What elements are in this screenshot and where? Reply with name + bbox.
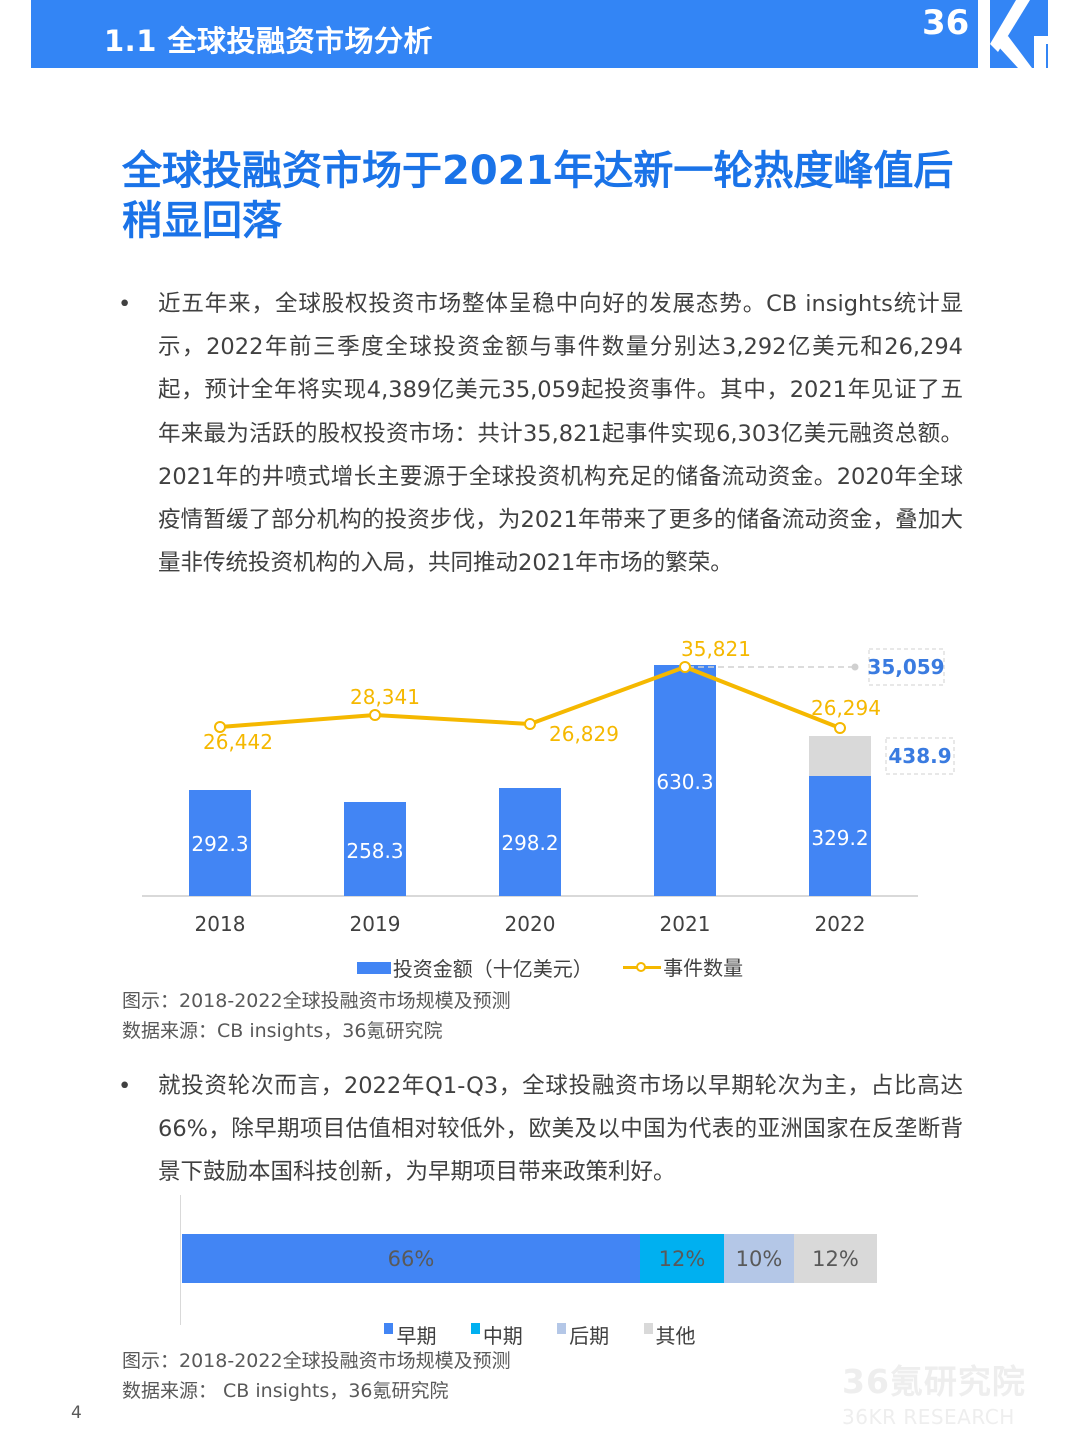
legend-item-early: 早期 <box>384 1320 436 1349</box>
legend-item-late: 后期 <box>557 1320 609 1349</box>
bar-2020 <box>499 788 561 896</box>
square-swatch-icon <box>470 1323 480 1334</box>
svg-text:292.3: 292.3 <box>191 832 248 856</box>
legend-item-events: 事件数量 <box>623 952 743 981</box>
svg-text:26,442: 26,442 <box>203 730 273 754</box>
watermark-en: 36KR RESEARCH <box>842 1405 1015 1429</box>
svg-text:2019: 2019 <box>350 912 401 936</box>
36kr-logo: 36 <box>922 0 1048 68</box>
bar-2022 <box>809 776 871 896</box>
page-title: 全球投融资市场于2021年达新一轮热度峰值后 稍显回落 <box>122 146 982 246</box>
chart1-caption: 图示：2018-2022全球投融资市场规模及预测 数据来源：CB insight… <box>122 986 511 1046</box>
legend-item-mid: 中期 <box>470 1320 523 1349</box>
figure-caption: 图示：2018-2022全球投融资市场规模及预测 <box>122 1350 511 1372</box>
events-point-2021 <box>679 661 691 673</box>
svg-text:35,059: 35,059 <box>867 655 944 679</box>
round-distribution-chart: 66% 12% 10% 12% 早期 中期 后期 其他 <box>180 1195 900 1348</box>
forecast-amount-callout <box>885 737 955 775</box>
chart-legend: 投资金额（十亿美元） 事件数量 <box>140 952 960 982</box>
events-point-2022 <box>834 722 846 734</box>
square-swatch-icon <box>557 1323 567 1334</box>
square-swatch-icon <box>643 1323 653 1334</box>
page-title-line-2: 稍显回落 <box>122 198 282 244</box>
bullet-marker: • <box>118 291 132 317</box>
bullet-paragraph-1: • 近五年来，全球股权投资市场整体呈稳中向好的发展态势。CB insights统… <box>118 283 963 585</box>
chart2-caption: 图示：2018-2022全球投融资市场规模及预测 数据来源： CB insigh… <box>122 1346 511 1406</box>
svg-text:298.2: 298.2 <box>501 831 558 855</box>
line-marker-swatch-icon <box>623 960 662 974</box>
bar-2019 <box>344 802 406 896</box>
legend-item-other: 其他 <box>643 1320 696 1349</box>
square-swatch-icon <box>384 1323 394 1334</box>
svg-text:36: 36 <box>922 3 969 43</box>
events-point-2019 <box>369 709 381 721</box>
chart-legend: 早期 中期 后期 其他 <box>180 1315 900 1349</box>
watermark-cn: 36氪研究院 <box>842 1362 1026 1401</box>
events-point-2018 <box>214 721 226 733</box>
svg-text:2021: 2021 <box>660 912 711 936</box>
svg-text:329.2: 329.2 <box>811 826 868 850</box>
svg-text:258.3: 258.3 <box>346 839 403 863</box>
segment-mid: 12% <box>640 1234 724 1283</box>
bar-2018 <box>189 790 251 896</box>
bullet-text: 就投资轮次而言，2022年Q1-Q3，全球投融资市场以早期轮次为主，占比高达66… <box>158 1073 963 1186</box>
legend-item-amount: 投资金额（十亿美元） <box>356 953 593 982</box>
page-number: 4 <box>71 1403 82 1423</box>
svg-text:2022: 2022 <box>815 912 866 936</box>
market-size-chart-plot: 292.3 258.3 298.2 630.3 329.2 26,442 28,… <box>142 637 955 936</box>
svg-text:2020: 2020 <box>505 912 556 936</box>
svg-text:26,829: 26,829 <box>549 722 619 746</box>
section-title: 1.1 全球投融资市场分析 <box>104 24 433 58</box>
forecast-events-callout <box>868 648 945 686</box>
figure-caption: 图示：2018-2022全球投融资市场规模及预测 <box>122 990 511 1012</box>
segment-early: 66% <box>182 1234 640 1283</box>
y-axis-line <box>180 1195 181 1325</box>
svg-text:28,341: 28,341 <box>350 685 420 709</box>
bar-2022-forecast <box>809 736 871 776</box>
bar-swatch-icon <box>356 961 391 974</box>
page-title-line-1: 全球投融资市场于2021年达新一轮热度峰值后 <box>122 148 954 194</box>
stacked-bar: 66% 12% 10% 12% <box>182 1234 877 1283</box>
svg-text:630.3: 630.3 <box>656 770 713 794</box>
bar-2021 <box>654 665 716 896</box>
svg-text:2018: 2018 <box>195 912 246 936</box>
svg-text:438.9: 438.9 <box>888 744 951 768</box>
segment-late: 10% <box>724 1234 794 1283</box>
section-header-bar <box>31 0 1048 68</box>
bullet-text: 近五年来，全球股权投资市场整体呈稳中向好的发展态势。CB insights统计显… <box>158 291 963 577</box>
forecast-guide-dot <box>851 663 859 671</box>
bullet-paragraph-2: • 就投资轮次而言，2022年Q1-Q3，全球投融资市场以早期轮次为主，占比高达… <box>118 1065 963 1195</box>
source-caption: 数据来源：CB insights，36氪研究院 <box>122 1020 443 1042</box>
events-point-2020 <box>524 718 536 730</box>
svg-text:26,294: 26,294 <box>811 696 881 720</box>
bullet-marker: • <box>118 1073 132 1099</box>
svg-text:35,821: 35,821 <box>681 637 751 661</box>
segment-other: 12% <box>794 1234 877 1283</box>
market-size-chart: 292.3 258.3 298.2 630.3 329.2 26,442 28,… <box>140 630 960 990</box>
watermark: 36氪研究院 36KR RESEARCH <box>842 1355 1026 1429</box>
source-caption: 数据来源： CB insights，36氪研究院 <box>122 1380 449 1402</box>
